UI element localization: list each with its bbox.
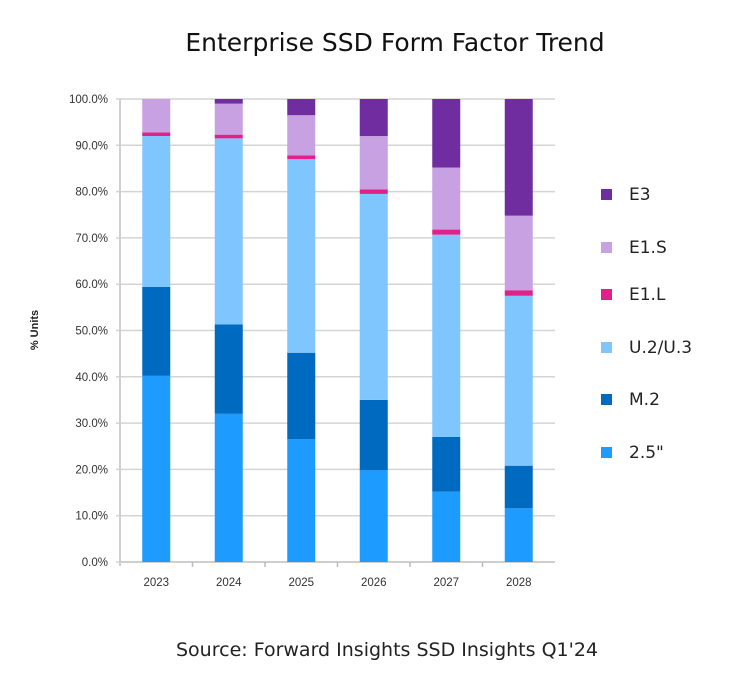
x-tick-label: 2025 <box>288 577 314 589</box>
bar-2025-E1S <box>287 115 316 156</box>
y-tick-label: 40.0% <box>75 372 108 384</box>
legend-swatch <box>601 189 612 200</box>
y-tick-label: 30.0% <box>75 418 108 430</box>
x-tick-label: 2027 <box>433 577 459 589</box>
bar-2028-E3 <box>504 99 533 216</box>
legend-swatch <box>601 242 612 253</box>
x-tick-label: 2028 <box>506 577 532 589</box>
bar-2023-E1L <box>142 132 171 137</box>
bar-2027-E3 <box>432 99 461 168</box>
bar-2028-U2U3 <box>504 295 533 466</box>
bar-2025-M2 <box>287 352 316 440</box>
bar-2025-25 <box>287 439 316 562</box>
y-tick-label: 10.0% <box>75 511 108 523</box>
y-tick-label: 0.0% <box>82 557 108 569</box>
legend-swatch <box>601 394 612 405</box>
bar-2027-25 <box>432 491 461 562</box>
bar-2023-E1S <box>142 99 171 133</box>
legend-swatch <box>601 342 612 353</box>
legend-label: U.2/U.3 <box>629 338 692 358</box>
bar-2028-M2 <box>504 465 533 509</box>
chart-title: Enterprise SSD Form Factor Trend <box>185 28 605 57</box>
bar-2028-E1L <box>504 290 533 296</box>
y-tick-label: 70.0% <box>75 233 108 245</box>
legend-label: E1.L <box>629 285 666 305</box>
bar-2025-U2U3 <box>287 159 316 353</box>
bar-2026-E3 <box>359 99 388 137</box>
legend-label: M.2 <box>629 390 660 410</box>
bar-2025-E3 <box>287 99 316 116</box>
y-axis-label: % Units <box>29 310 41 350</box>
bar-2026-U2U3 <box>359 193 388 400</box>
bar-2027-E1S <box>432 167 461 230</box>
y-tick-label: 50.0% <box>75 326 108 338</box>
bar-2023-25 <box>142 375 171 562</box>
y-tick-label: 60.0% <box>75 279 108 291</box>
bar-2026-M2 <box>359 399 388 471</box>
bar-2023-M2 <box>142 286 171 376</box>
y-tick-label: 100.0% <box>69 94 108 106</box>
bar-2028-E1S <box>504 215 533 291</box>
legend-label: E3 <box>629 185 651 205</box>
bar-2024-E1L <box>214 134 243 139</box>
bar-2026-E1L <box>359 189 388 194</box>
bar-2026-E1S <box>359 136 388 190</box>
legend-swatch <box>601 447 612 458</box>
bar-2024-25 <box>214 413 243 562</box>
bar-2024-E3 <box>214 99 243 104</box>
y-tick-label: 90.0% <box>75 140 108 152</box>
bar-2024-M2 <box>214 324 243 414</box>
bar-2027-M2 <box>432 436 461 492</box>
legend-swatch <box>601 289 612 300</box>
x-tick-label: 2023 <box>143 577 169 589</box>
x-tick-label: 2026 <box>361 577 387 589</box>
bar-2027-U2U3 <box>432 234 461 437</box>
bar-2024-U2U3 <box>214 138 243 325</box>
legend-label: 2.5" <box>629 443 664 463</box>
bar-2023-U2U3 <box>142 136 171 287</box>
bar-2024-E1S <box>214 103 243 135</box>
y-tick-label: 20.0% <box>75 464 108 476</box>
bar-2028-25 <box>504 508 533 562</box>
y-tick-label: 80.0% <box>75 187 108 199</box>
x-tick-label: 2024 <box>216 577 242 589</box>
source-note: Source: Forward Insights SSD Insights Q1… <box>176 639 599 661</box>
bar-2025-E1L <box>287 155 316 160</box>
bar-2026-25 <box>359 470 388 562</box>
bar-2027-E1L <box>432 229 461 235</box>
legend-label: E1.S <box>629 238 667 258</box>
